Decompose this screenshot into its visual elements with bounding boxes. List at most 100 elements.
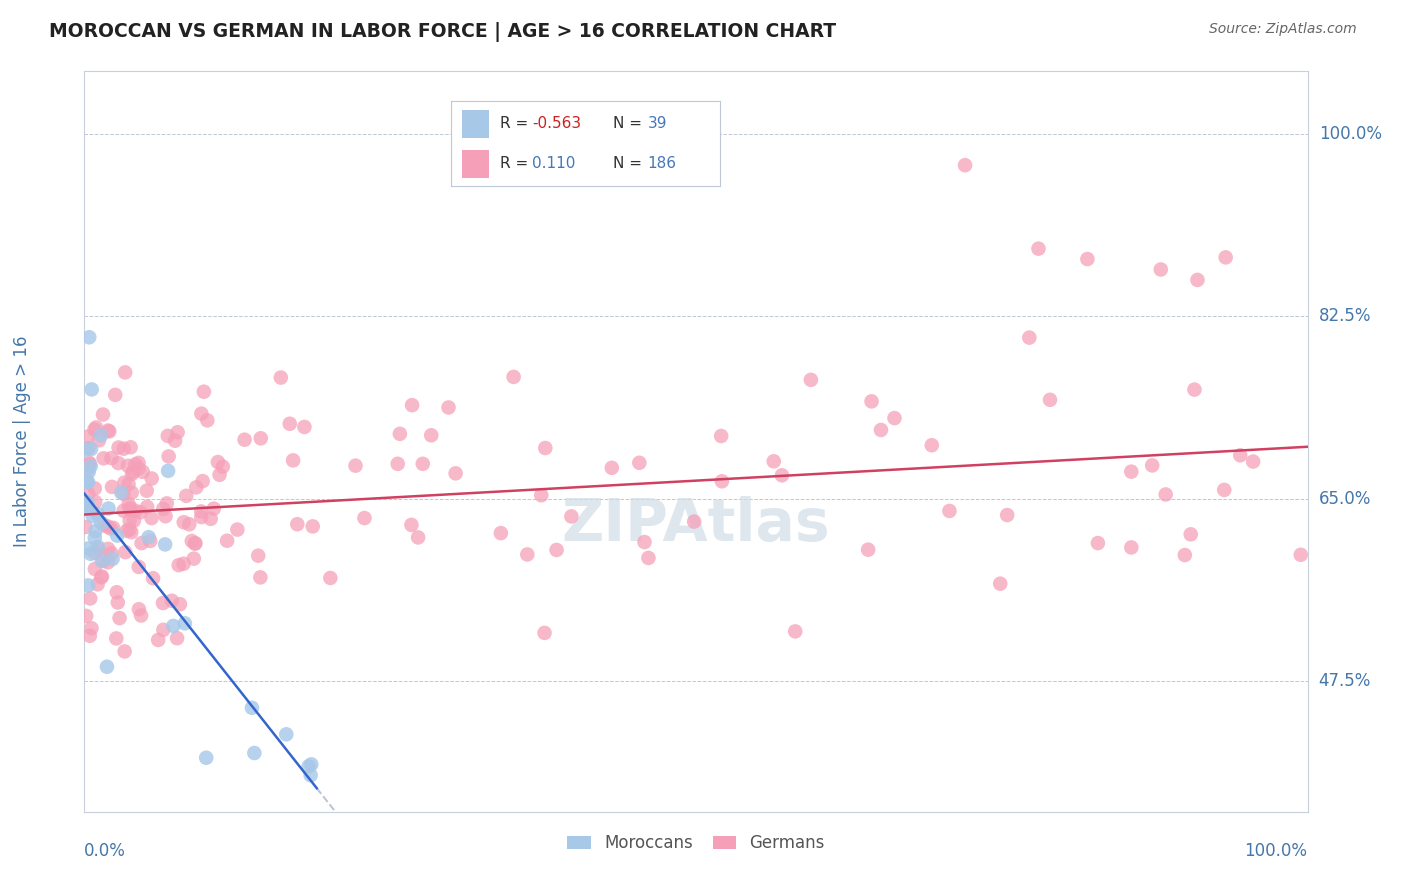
Point [770, 468, 793, 483]
Point [953, 158, 976, 172]
Point [186, 480, 208, 494]
Point [169, 597, 191, 611]
Point [101, 480, 124, 494]
Point [299, 757, 322, 772]
Point [91, 408, 114, 422]
Point [124, 504, 146, 518]
Point [1140, 458, 1163, 473]
Point [1184, 383, 1206, 397]
Point [105, 632, 128, 646]
Point [75, 499, 97, 513]
Point [285, 517, 308, 532]
Point [190, 407, 212, 421]
Point [77, 541, 100, 556]
Point [938, 504, 960, 518]
Point [191, 474, 214, 488]
Point [79, 629, 101, 643]
Point [633, 535, 655, 549]
Point [97, 424, 120, 438]
Point [129, 608, 152, 623]
Point [1076, 252, 1098, 266]
Point [97, 501, 120, 516]
Point [856, 542, 879, 557]
Point [98, 425, 121, 439]
Point [1180, 527, 1202, 541]
Point [437, 401, 460, 415]
Point [226, 523, 249, 537]
Point [84, 495, 107, 509]
Point [988, 576, 1011, 591]
Point [1018, 330, 1040, 344]
Point [319, 571, 342, 585]
Text: 65.0%: 65.0% [1319, 490, 1371, 508]
Point [412, 457, 434, 471]
Point [401, 398, 423, 412]
Point [534, 441, 557, 455]
Point [1121, 541, 1143, 555]
Point [860, 394, 883, 409]
Point [117, 458, 139, 473]
Point [100, 546, 122, 560]
Point [174, 489, 197, 503]
Point [193, 384, 215, 399]
Text: 100.0%: 100.0% [1319, 125, 1382, 143]
Point [195, 750, 218, 764]
Point [118, 502, 141, 516]
Point [83, 531, 105, 545]
Point [80, 621, 103, 635]
Point [1121, 465, 1143, 479]
Point [75, 442, 97, 457]
Point [96, 519, 118, 533]
Point [90, 554, 112, 568]
Point [105, 528, 128, 542]
Point [207, 455, 229, 469]
Point [184, 536, 207, 550]
Point [131, 536, 153, 550]
Point [97, 555, 120, 569]
Point [128, 560, 150, 574]
Point [132, 465, 155, 479]
Point [166, 631, 188, 645]
Point [120, 440, 142, 454]
Point [785, 624, 807, 639]
Point [546, 543, 568, 558]
Point [301, 519, 323, 533]
Point [166, 425, 188, 440]
Point [112, 475, 135, 490]
Point [79, 459, 101, 474]
Point [115, 524, 138, 538]
Point [93, 554, 115, 568]
Point [1229, 448, 1251, 462]
Point [118, 514, 141, 528]
Point [883, 411, 905, 425]
Point [353, 511, 375, 525]
Point [1241, 454, 1264, 468]
Point [1213, 483, 1236, 497]
Point [240, 700, 263, 714]
Point [138, 530, 160, 544]
Point [83, 423, 105, 437]
Point [77, 578, 100, 592]
Point [97, 541, 120, 556]
Point [281, 453, 304, 467]
Point [157, 464, 180, 478]
Point [1028, 242, 1050, 256]
Point [90, 516, 112, 530]
Point [90, 428, 112, 442]
Point [683, 515, 706, 529]
Point [1289, 548, 1312, 562]
Point [444, 467, 467, 481]
Point [105, 585, 128, 599]
Point [152, 501, 174, 516]
Point [114, 545, 136, 559]
Point [107, 595, 129, 609]
Point [122, 514, 145, 528]
Point [91, 569, 114, 583]
Point [76, 430, 98, 444]
Point [114, 644, 136, 658]
Point [90, 570, 112, 584]
Point [79, 591, 101, 606]
Point [160, 593, 183, 607]
Text: In Labor Force | Age > 16: In Labor Force | Age > 16 [13, 335, 31, 548]
Point [800, 373, 823, 387]
